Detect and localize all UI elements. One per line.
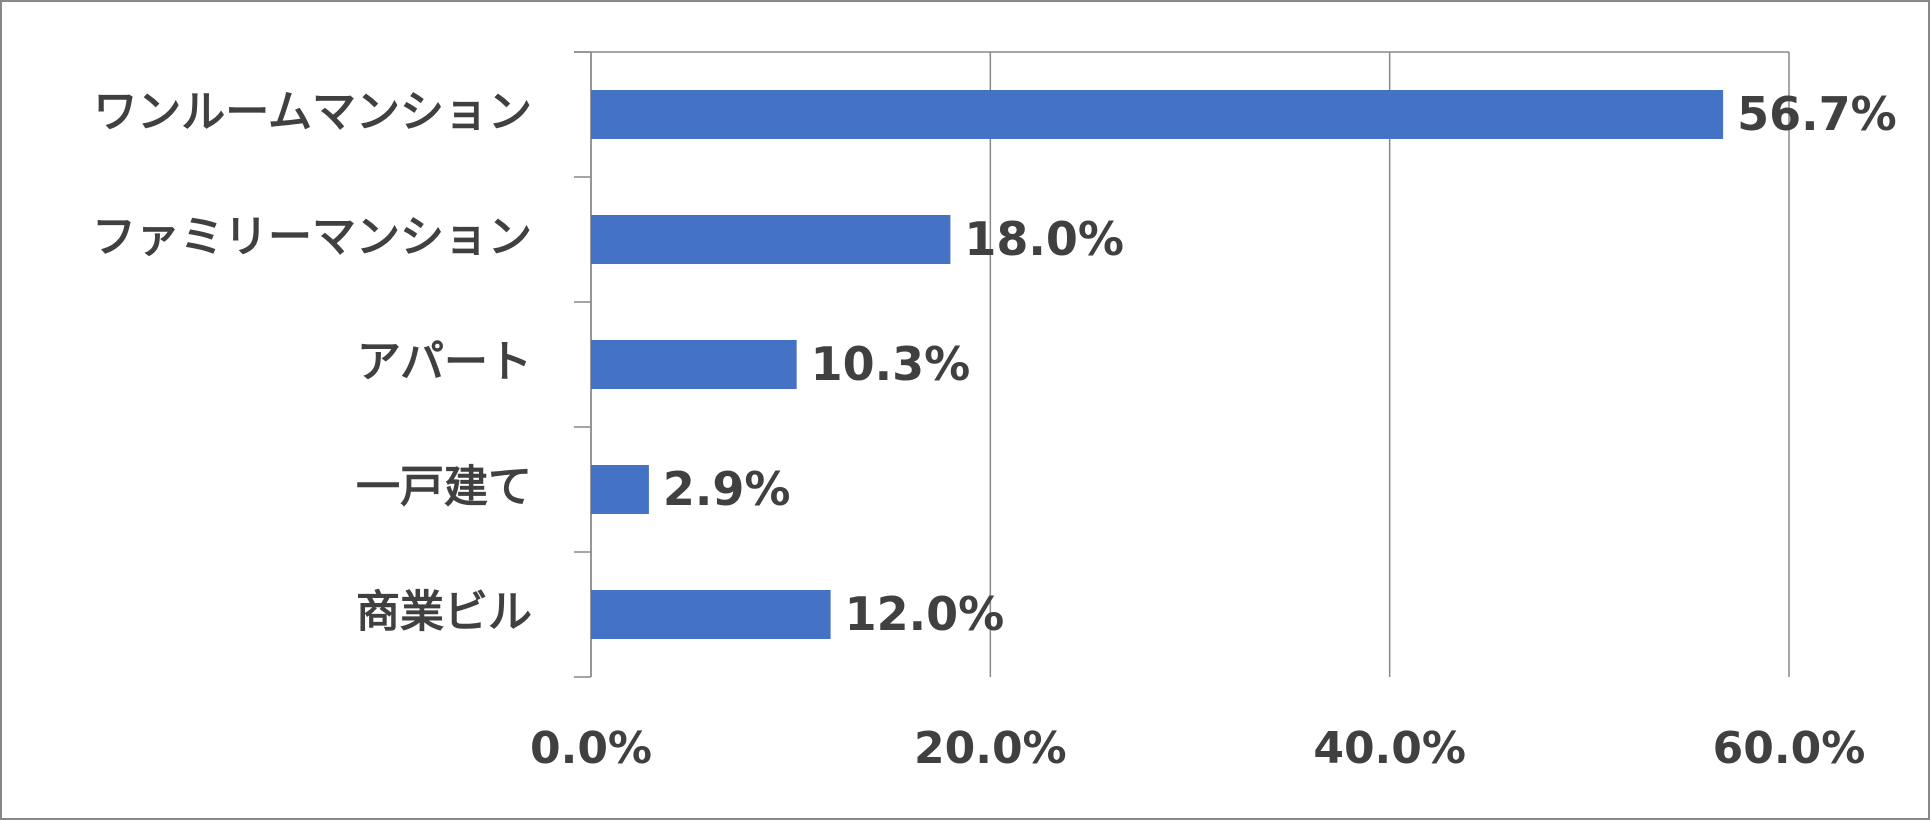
category-label: 商業ビル [356, 587, 532, 638]
bar [591, 90, 1724, 139]
x-tick-label: 60.0% [1713, 723, 1866, 774]
x-tick-label: 40.0% [1313, 723, 1466, 774]
value-label: 2.9% [663, 462, 791, 516]
value-label: 12.0% [845, 587, 1005, 641]
category-label: 一戸建て [356, 462, 532, 513]
value-label: 10.3% [811, 337, 971, 391]
category-label: アパート [357, 337, 532, 388]
x-tick-label: 20.0% [914, 723, 1067, 774]
bar [591, 590, 831, 639]
x-tick-label: 0.0% [530, 723, 652, 774]
value-label: 56.7% [1737, 87, 1897, 141]
value-label: 18.0% [964, 212, 1124, 266]
bar [591, 340, 797, 389]
bar [591, 215, 951, 264]
category-label: ファミリーマンション [92, 212, 532, 263]
bar [591, 465, 649, 514]
category-label: ワンルームマンション [93, 87, 532, 138]
